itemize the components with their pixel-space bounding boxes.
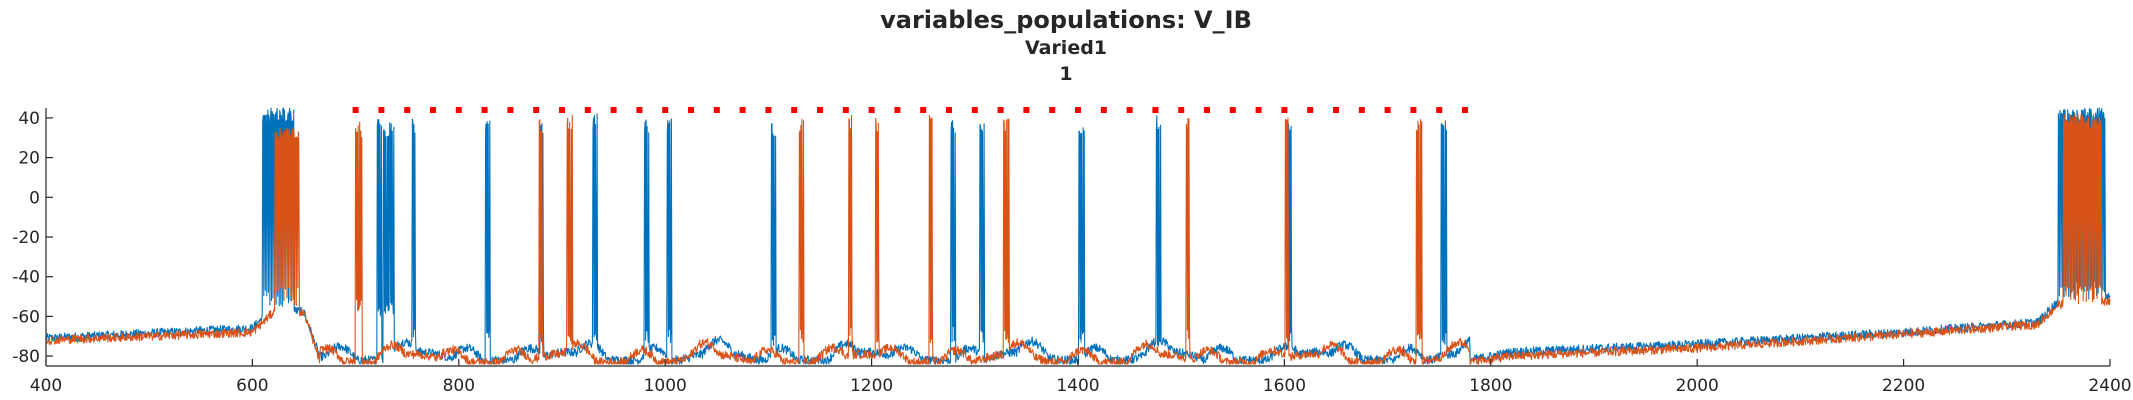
marker-point: [1178, 107, 1185, 113]
x-tick-label: 2000: [1676, 376, 1719, 396]
marker-point: [610, 107, 617, 113]
marker-point: [894, 107, 901, 113]
y-tick-label: 20: [18, 149, 40, 169]
marker-point: [739, 107, 746, 113]
x-tick-label: 1200: [850, 376, 893, 396]
y-tick-label: -20: [12, 228, 40, 248]
marker-point: [404, 107, 411, 113]
marker-point: [842, 107, 849, 113]
marker-point: [1384, 107, 1391, 113]
x-tick-label: 1800: [1469, 376, 1512, 396]
marker-point: [1229, 107, 1236, 113]
x-tick-label: 1400: [1056, 376, 1099, 396]
marker-point: [765, 107, 772, 113]
x-tick-label: 2200: [1882, 376, 1925, 396]
marker-point: [971, 107, 978, 113]
x-tick-label: 2400: [2088, 376, 2131, 396]
marker-point: [1049, 107, 1056, 113]
y-tick-label: 40: [18, 109, 40, 129]
y-tick-label: -40: [12, 268, 40, 288]
marker-point: [1358, 107, 1365, 113]
marker-point: [1126, 107, 1133, 113]
x-tick-label: 1000: [644, 376, 687, 396]
marker-point: [507, 107, 514, 113]
marker-point: [1333, 107, 1339, 113]
marker-point: [1152, 107, 1159, 113]
marker-point: [1075, 107, 1081, 113]
marker-point: [817, 107, 823, 113]
marker-point: [688, 107, 694, 113]
chart-subtitle-2: 1: [1059, 63, 1072, 85]
x-tick-label: 600: [236, 376, 268, 396]
y-tick-label: -80: [12, 347, 40, 367]
marker-point: [920, 107, 927, 113]
x-tick-label: 400: [30, 376, 62, 396]
marker-point: [791, 107, 798, 113]
marker-point: [1281, 107, 1288, 113]
marker-point: [1436, 107, 1443, 113]
marker-point: [1204, 107, 1210, 113]
marker-point: [946, 107, 952, 113]
marker-point: [713, 107, 720, 113]
y-tick-label: 0: [29, 188, 40, 208]
marker-point: [533, 107, 540, 113]
marker-point: [1307, 107, 1314, 113]
marker-point: [1462, 107, 1468, 113]
marker-point: [481, 107, 488, 113]
marker-point: [378, 107, 385, 113]
marker-point: [455, 107, 462, 113]
x-tick-label: 800: [443, 376, 475, 396]
marker-point: [1255, 107, 1262, 113]
marker-point: [1100, 107, 1107, 113]
marker-layer: [352, 107, 1468, 113]
marker-point: [662, 107, 669, 113]
marker-point: [997, 107, 1004, 113]
marker-point: [1023, 107, 1030, 113]
marker-point: [430, 107, 436, 113]
marker-point: [352, 107, 359, 113]
chart-title: variables_populations: V_IB: [880, 6, 1252, 34]
marker-point: [559, 107, 565, 113]
marker-point: [636, 107, 643, 113]
marker-point: [1410, 107, 1417, 113]
series-line-2: [45, 113, 2111, 365]
chart-subtitle: Varied1: [1025, 37, 1107, 59]
series-layer: [45, 107, 2111, 365]
x-tick-label: 1600: [1263, 376, 1306, 396]
marker-point: [868, 107, 875, 113]
y-tick-label: -60: [12, 307, 40, 327]
axes: 400 600 800 1000 1200 1400 1600 1800 2000 2200 240…: [12, 108, 2132, 396]
marker-point: [584, 107, 591, 113]
